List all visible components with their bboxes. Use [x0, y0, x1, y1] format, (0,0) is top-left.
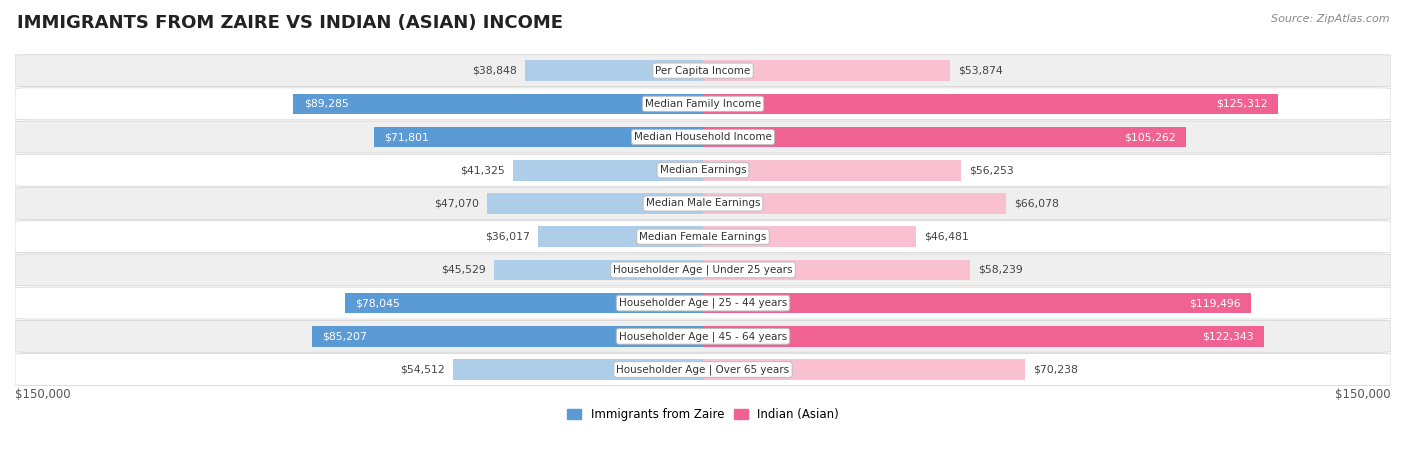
Bar — [703, 326, 1264, 347]
Text: Median Male Earnings: Median Male Earnings — [645, 198, 761, 208]
Bar — [494, 260, 703, 280]
Bar — [703, 359, 1025, 380]
Bar — [374, 127, 703, 148]
Bar — [294, 93, 703, 114]
Text: $122,343: $122,343 — [1202, 331, 1254, 341]
Legend: Immigrants from Zaire, Indian (Asian): Immigrants from Zaire, Indian (Asian) — [562, 403, 844, 425]
Text: $36,017: $36,017 — [485, 232, 530, 242]
Text: Median Earnings: Median Earnings — [659, 165, 747, 175]
Bar — [703, 160, 962, 181]
Bar — [703, 127, 1185, 148]
Bar — [538, 226, 703, 247]
FancyBboxPatch shape — [15, 221, 1391, 253]
Text: $71,801: $71,801 — [384, 132, 429, 142]
Bar — [486, 193, 703, 214]
Bar — [703, 193, 1007, 214]
Text: $41,325: $41,325 — [460, 165, 505, 175]
Text: $47,070: $47,070 — [434, 198, 479, 208]
Bar — [524, 60, 703, 81]
Text: $56,253: $56,253 — [969, 165, 1014, 175]
FancyBboxPatch shape — [15, 354, 1391, 385]
Text: Householder Age | 25 - 44 years: Householder Age | 25 - 44 years — [619, 298, 787, 308]
Text: $89,285: $89,285 — [304, 99, 349, 109]
Text: $105,262: $105,262 — [1123, 132, 1175, 142]
Text: $45,529: $45,529 — [441, 265, 486, 275]
Text: Per Capita Income: Per Capita Income — [655, 66, 751, 76]
Text: $78,045: $78,045 — [356, 298, 401, 308]
Text: Median Family Income: Median Family Income — [645, 99, 761, 109]
Text: $150,000: $150,000 — [15, 388, 70, 401]
Bar — [513, 160, 703, 181]
FancyBboxPatch shape — [15, 55, 1391, 86]
FancyBboxPatch shape — [15, 154, 1391, 186]
Text: $119,496: $119,496 — [1189, 298, 1240, 308]
FancyBboxPatch shape — [15, 121, 1391, 153]
Bar — [312, 326, 703, 347]
Text: $53,874: $53,874 — [959, 66, 1002, 76]
Bar — [703, 60, 950, 81]
FancyBboxPatch shape — [15, 320, 1391, 352]
Text: $46,481: $46,481 — [925, 232, 969, 242]
Bar — [703, 226, 917, 247]
Bar — [344, 293, 703, 313]
Text: Source: ZipAtlas.com: Source: ZipAtlas.com — [1271, 14, 1389, 24]
Text: $38,848: $38,848 — [472, 66, 516, 76]
Bar — [703, 293, 1251, 313]
Text: IMMIGRANTS FROM ZAIRE VS INDIAN (ASIAN) INCOME: IMMIGRANTS FROM ZAIRE VS INDIAN (ASIAN) … — [17, 14, 562, 32]
Text: $125,312: $125,312 — [1216, 99, 1267, 109]
FancyBboxPatch shape — [15, 254, 1391, 286]
Text: $58,239: $58,239 — [979, 265, 1024, 275]
Text: Median Female Earnings: Median Female Earnings — [640, 232, 766, 242]
Text: Householder Age | 45 - 64 years: Householder Age | 45 - 64 years — [619, 331, 787, 341]
FancyBboxPatch shape — [15, 188, 1391, 219]
Text: Householder Age | Over 65 years: Householder Age | Over 65 years — [616, 364, 790, 375]
Text: $150,000: $150,000 — [1336, 388, 1391, 401]
Text: $70,238: $70,238 — [1033, 365, 1078, 375]
FancyBboxPatch shape — [15, 88, 1391, 120]
Bar — [703, 260, 970, 280]
Text: $85,207: $85,207 — [322, 331, 367, 341]
FancyBboxPatch shape — [15, 287, 1391, 319]
Text: $66,078: $66,078 — [1014, 198, 1059, 208]
Bar — [703, 93, 1278, 114]
Text: $54,512: $54,512 — [399, 365, 444, 375]
Text: Householder Age | Under 25 years: Householder Age | Under 25 years — [613, 265, 793, 275]
Bar — [453, 359, 703, 380]
Text: Median Household Income: Median Household Income — [634, 132, 772, 142]
